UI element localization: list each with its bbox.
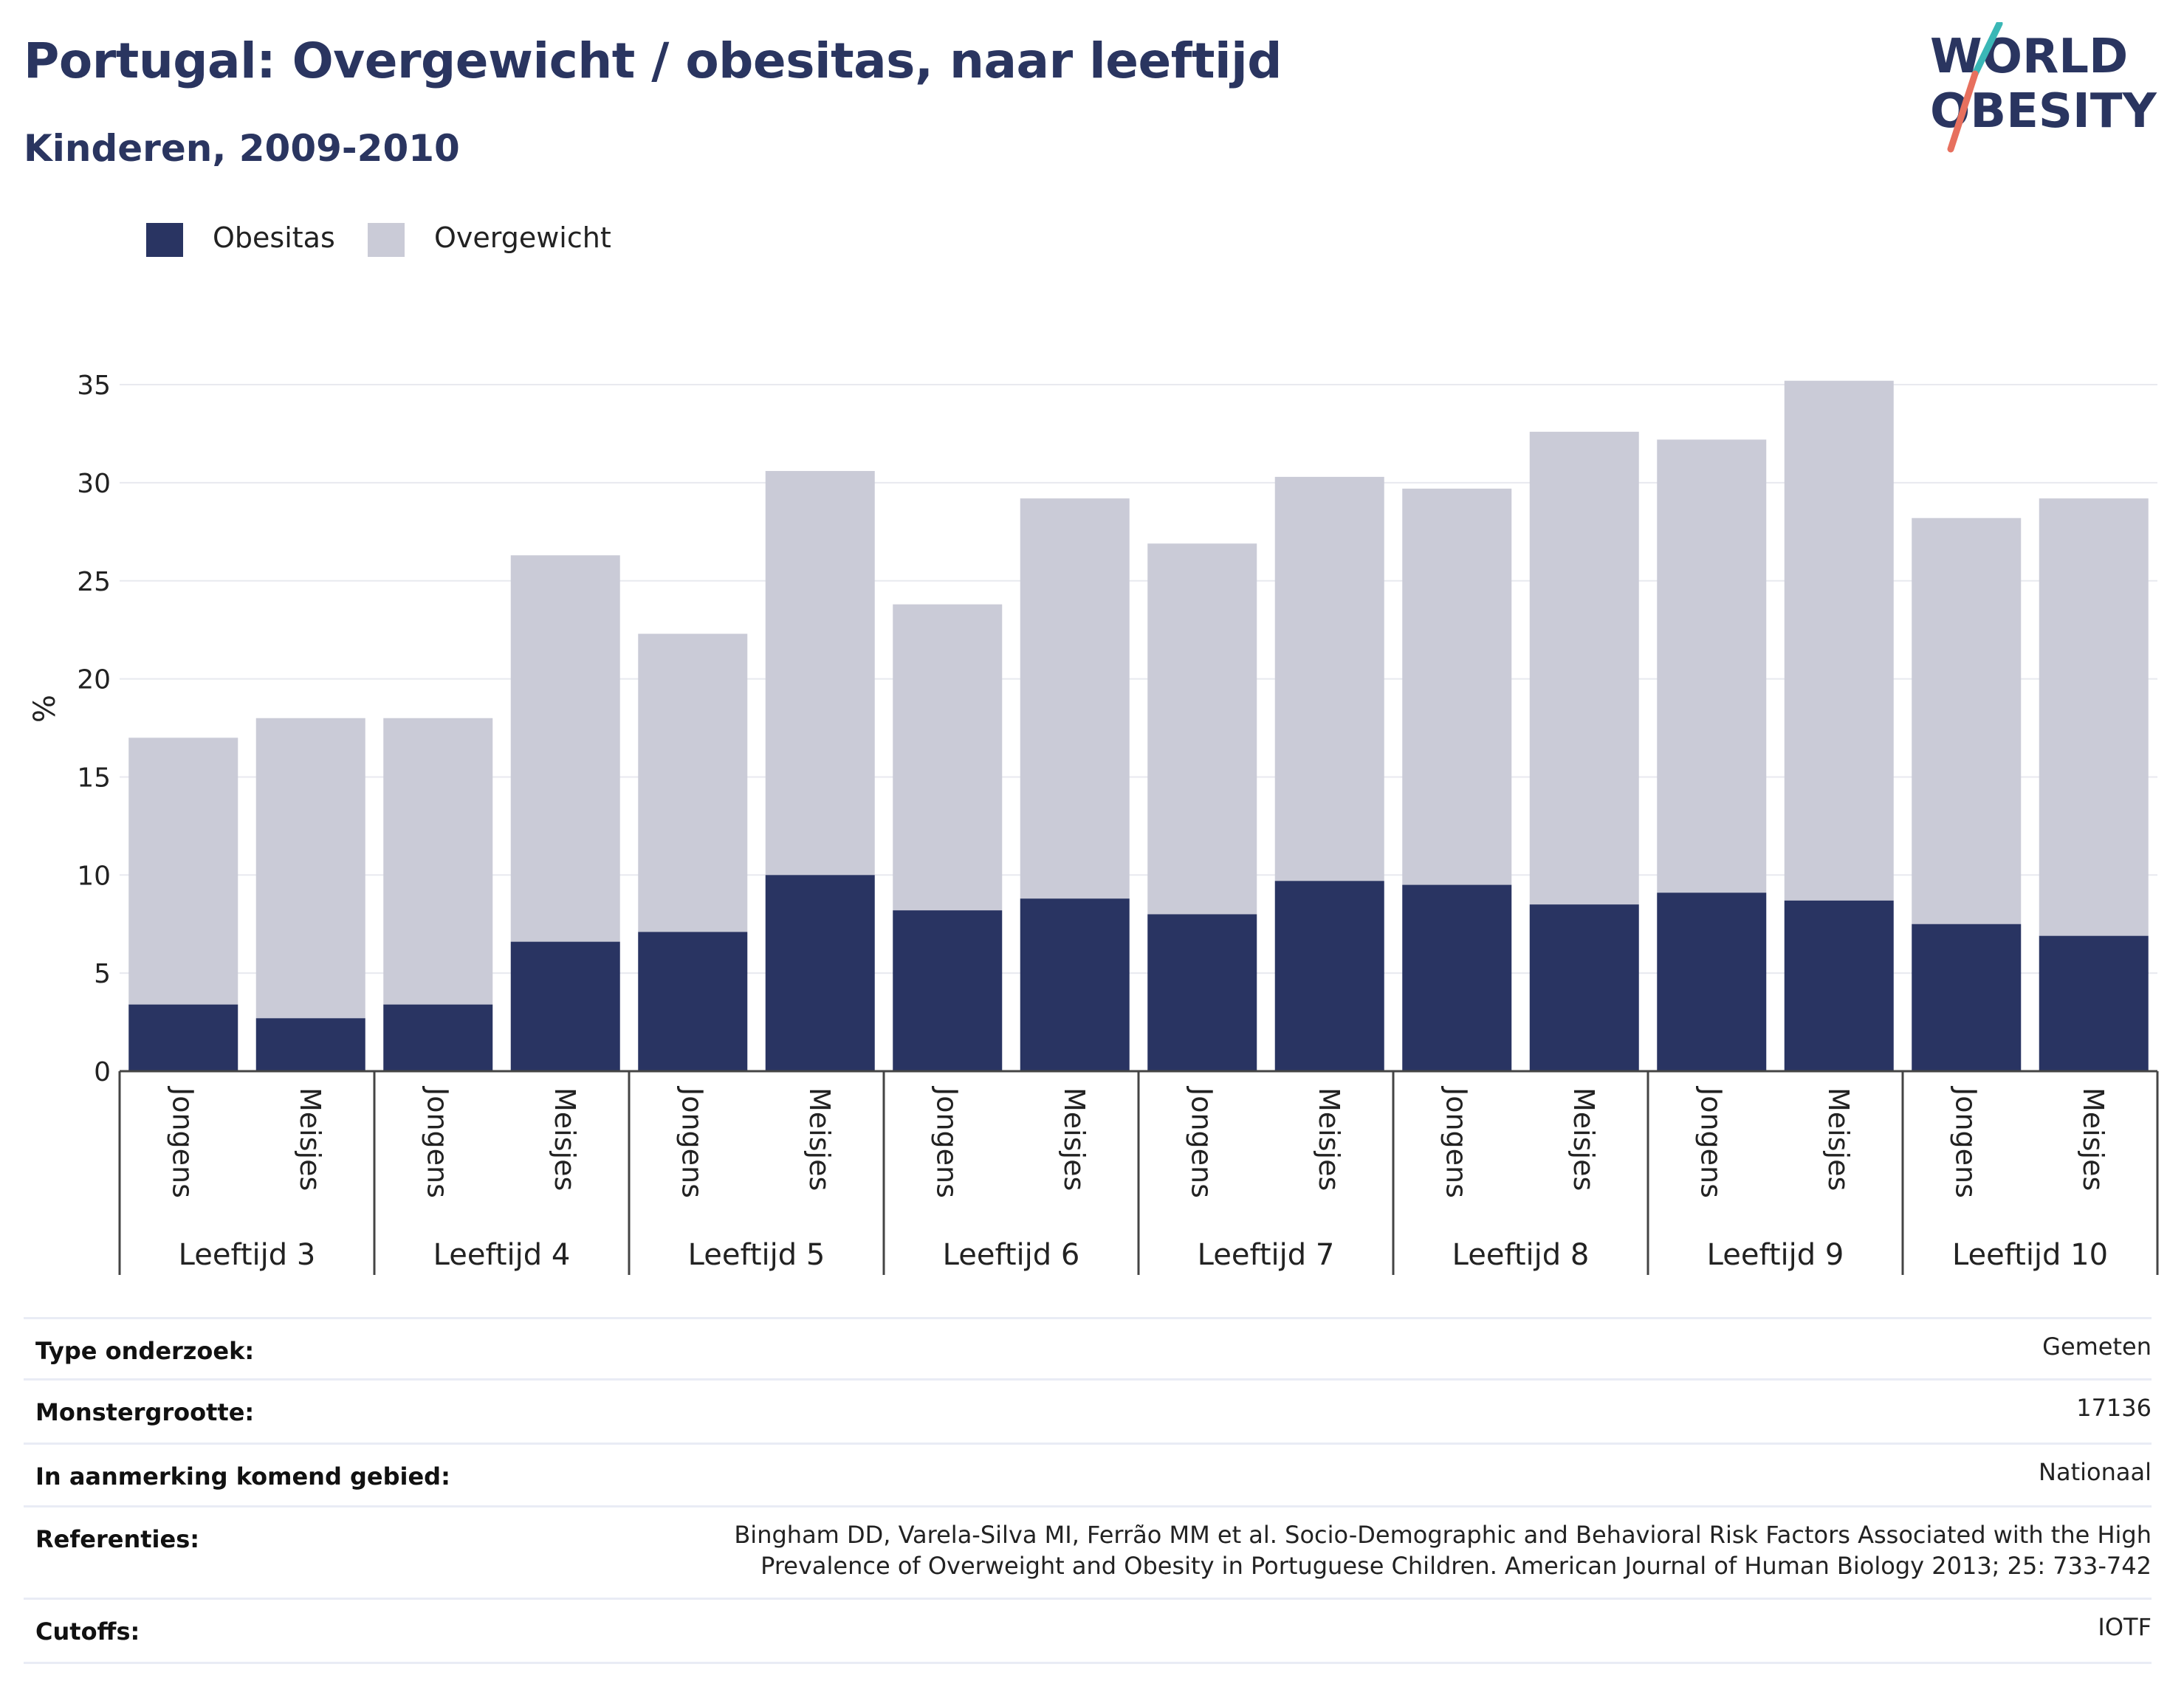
bar-overgewicht[interactable] <box>893 604 1003 911</box>
logo-line-1: WORLD <box>1930 30 2128 84</box>
group-label: Leeftijd 8 <box>1452 1238 1590 1272</box>
bar-overgewicht[interactable] <box>1020 498 1130 899</box>
x-tick-label: Jongens <box>930 1086 963 1198</box>
group-label: Leeftijd 9 <box>1707 1238 1844 1272</box>
legend-swatch-overgewicht <box>368 223 405 257</box>
x-tick-label: Meisjes <box>1058 1087 1091 1191</box>
y-tick-label: 0 <box>94 1057 111 1087</box>
group-label: Leeftijd 5 <box>688 1238 825 1272</box>
x-tick-label: Meisjes <box>549 1087 581 1191</box>
info-row: Referenties: Bingham DD, Varela-Silva MI,… <box>24 1505 2152 1598</box>
x-tick-label: Jongens <box>1949 1086 1982 1198</box>
info-value: 17136 <box>2076 1394 2152 1422</box>
x-tick-label: Meisjes <box>1567 1087 1600 1191</box>
info-row: Cutoffs: IOTF <box>24 1598 2152 1662</box>
info-key: In aanmerking komend gebied: <box>35 1462 450 1491</box>
y-axis-label: % <box>28 695 62 723</box>
x-tick-label: Jongens <box>1694 1086 1727 1198</box>
world-obesity-logo: WORLD OBESITY <box>1930 22 2157 153</box>
info-row: Type onderzoek: Gemeten <box>24 1317 2152 1378</box>
legend-swatch-obesitas <box>146 223 183 257</box>
legend-label-overgewicht: Overgewicht <box>434 221 611 254</box>
info-value: Gemeten <box>2042 1333 2152 1361</box>
info-table: Type onderzoek: Gemeten Monstergrootte: 171… <box>24 1317 2152 1664</box>
bar-overgewicht[interactable] <box>1784 380 1894 901</box>
y-tick-label: 20 <box>77 665 111 695</box>
x-tick-label: Jongens <box>676 1086 708 1198</box>
bar-obesitas[interactable] <box>2039 935 2149 1071</box>
bar-overgewicht[interactable] <box>1274 476 1384 881</box>
x-tick-label: Meisjes <box>1313 1087 1345 1191</box>
bar-obesitas[interactable] <box>255 1018 365 1071</box>
bar-obesitas[interactable] <box>128 1004 238 1071</box>
group-label: Leeftijd 4 <box>433 1238 571 1272</box>
bar-overgewicht[interactable] <box>638 633 748 932</box>
info-key: Type onderzoek: <box>35 1337 255 1365</box>
logo-slash-teal <box>1971 22 2003 78</box>
bar-obesitas[interactable] <box>1657 893 1767 1071</box>
bar-obesitas[interactable] <box>383 1004 493 1071</box>
x-tick-label: Jongens <box>166 1086 199 1198</box>
group-label: Leeftijd 3 <box>179 1238 316 1272</box>
group-label: Leeftijd 7 <box>1198 1238 1335 1272</box>
bar-overgewicht[interactable] <box>2039 498 2149 936</box>
info-table-bottom-border <box>24 1662 2152 1664</box>
chart-subtitle: Kinderen, 2009-2010 <box>24 127 460 170</box>
bar-obesitas[interactable] <box>1529 904 1639 1071</box>
x-tick-label: Jongens <box>1185 1086 1218 1198</box>
bar-overgewicht[interactable] <box>1402 488 1512 885</box>
info-value: IOTF <box>2098 1613 2152 1641</box>
bar-obesitas[interactable] <box>1402 884 1512 1071</box>
bar-overgewicht[interactable] <box>1912 518 2022 924</box>
x-tick-label: Jongens <box>421 1086 453 1198</box>
bar-obesitas[interactable] <box>1274 881 1384 1071</box>
bar-obesitas[interactable] <box>1147 914 1257 1071</box>
bar-obesitas[interactable] <box>1784 900 1894 1071</box>
legend-label-obesitas: Obesitas <box>213 221 335 254</box>
info-value: Bingham DD, Varela-Silva MI, Ferrão MM e… <box>734 1521 2152 1580</box>
bar-obesitas[interactable] <box>510 941 620 1071</box>
bar-overgewicht[interactable] <box>128 738 238 1005</box>
bar-obesitas[interactable] <box>893 910 1003 1071</box>
bar-overgewicht[interactable] <box>510 555 620 942</box>
bar-obesitas[interactable] <box>638 932 748 1071</box>
chart-title: Portugal: Overgewicht / obesitas, naar l… <box>24 32 1282 89</box>
stacked-bar-chart: 0 5 10 15 20 25 30 35% Leeftijd 3 Leeftijd 4 Leeft… <box>28 371 2159 1275</box>
y-tick-label: 10 <box>77 861 111 891</box>
bar-obesitas[interactable] <box>1020 898 1130 1071</box>
bar-overgewicht[interactable] <box>255 718 365 1019</box>
info-key: Monstergrootte: <box>35 1398 255 1426</box>
x-tick-label: Meisjes <box>2077 1087 2109 1191</box>
bar-overgewicht[interactable] <box>1147 543 1257 915</box>
group-label: Leeftijd 6 <box>943 1238 1080 1272</box>
info-row: In aanmerking komend gebied: Nationaal <box>24 1443 2152 1505</box>
bar-overgewicht[interactable] <box>1529 431 1639 905</box>
y-tick-label: 15 <box>77 763 111 793</box>
y-tick-label: 35 <box>77 371 111 401</box>
x-tick-label: Meisjes <box>294 1087 326 1191</box>
group-label: Leeftijd 10 <box>1952 1238 2108 1272</box>
x-tick-label: Jongens <box>1440 1086 1472 1198</box>
info-row: Monstergrootte: 17136 <box>24 1378 2152 1443</box>
y-tick-label: 30 <box>77 469 111 499</box>
bar-obesitas[interactable] <box>1912 924 2022 1071</box>
x-tick-label: Meisjes <box>1822 1087 1855 1191</box>
info-key: Referenties: <box>35 1525 200 1553</box>
y-tick-label: 25 <box>77 567 111 597</box>
y-tick-label: 5 <box>94 959 111 989</box>
bar-overgewicht[interactable] <box>1657 439 1767 893</box>
info-value: Nationaal <box>2039 1458 2152 1486</box>
logo-slash-coral <box>1947 70 1979 153</box>
info-key: Cutoffs: <box>35 1617 140 1646</box>
x-tick-label: Meisjes <box>803 1087 836 1191</box>
bar-obesitas[interactable] <box>765 875 875 1071</box>
bar-overgewicht[interactable] <box>765 470 875 876</box>
bar-overgewicht[interactable] <box>383 718 493 1005</box>
